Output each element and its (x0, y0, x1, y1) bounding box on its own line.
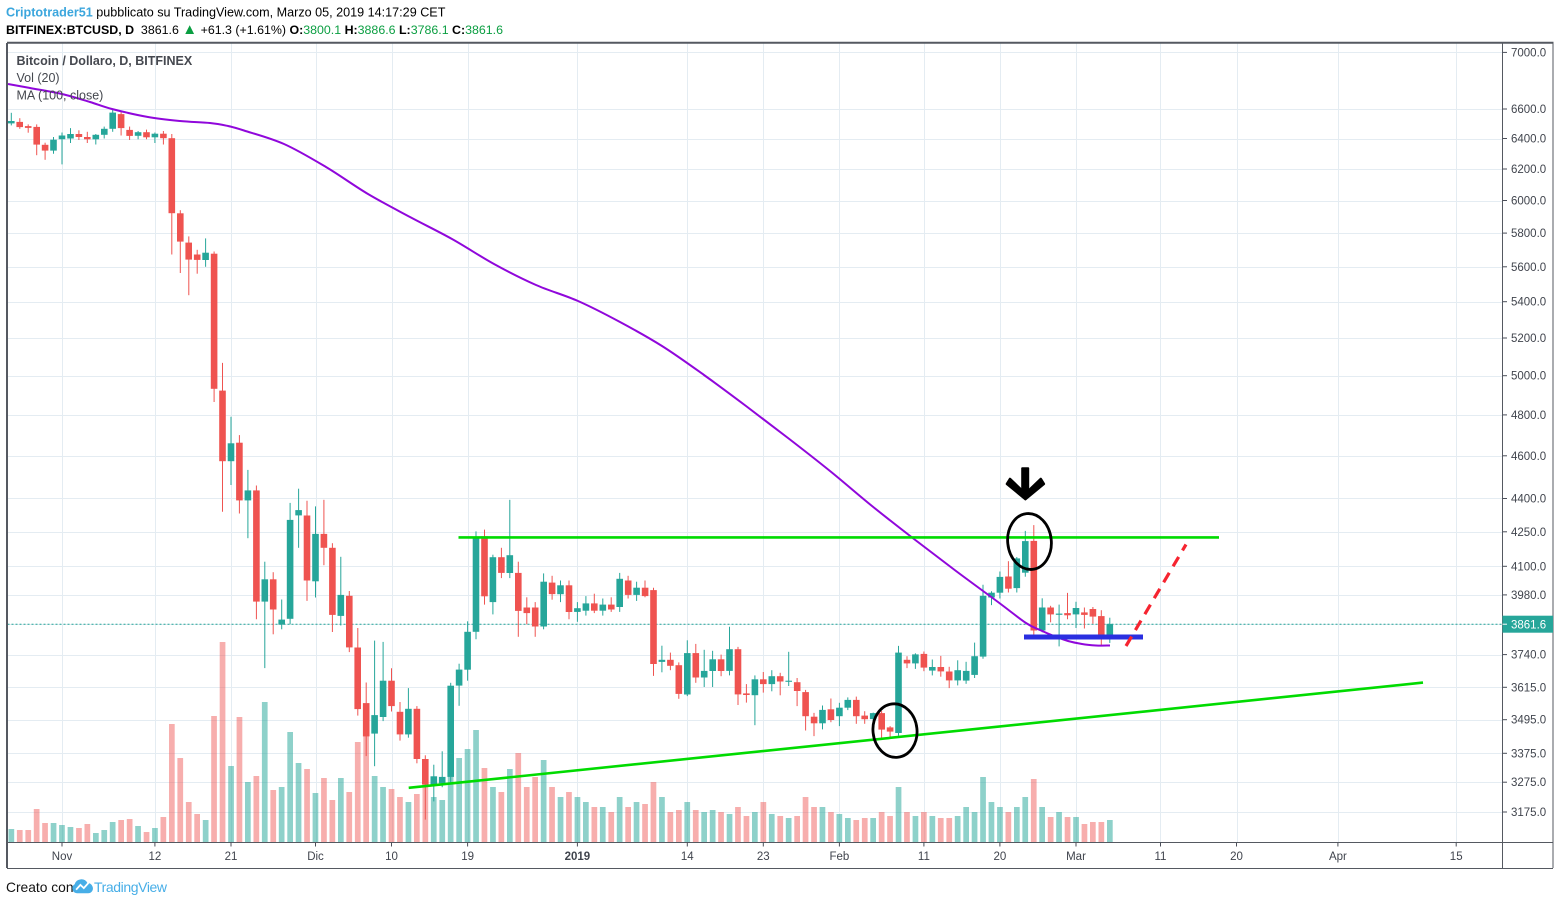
svg-text:11: 11 (1155, 851, 1167, 863)
svg-text:3861.6: 3861.6 (1511, 619, 1546, 631)
svg-text:11: 11 (918, 851, 930, 863)
svg-text:Nov: Nov (52, 851, 73, 863)
svg-text:Mar: Mar (1066, 851, 1086, 863)
svg-text:3740.0: 3740.0 (1511, 650, 1546, 662)
svg-text:12: 12 (149, 851, 162, 863)
svg-text:6400.0: 6400.0 (1511, 134, 1546, 146)
svg-text:TradingView: TradingView (94, 879, 168, 895)
svg-text:3495.0: 3495.0 (1511, 715, 1546, 727)
svg-text:Dic: Dic (307, 851, 324, 863)
svg-text:5200.0: 5200.0 (1511, 333, 1546, 345)
svg-text:2019: 2019 (565, 851, 591, 863)
svg-text:Criptotrader51 pubblicato su T: Criptotrader51 pubblicato su TradingView… (6, 6, 446, 20)
svg-text:4400.0: 4400.0 (1511, 494, 1546, 506)
svg-text:5000.0: 5000.0 (1511, 371, 1546, 383)
svg-text:Bitcoin / Dollaro, D, BITFINEX: Bitcoin / Dollaro, D, BITFINEX (17, 54, 193, 68)
svg-text:3980.0: 3980.0 (1511, 590, 1546, 602)
svg-text:Feb: Feb (829, 851, 849, 863)
svg-text:4250.0: 4250.0 (1511, 527, 1546, 539)
svg-text:20: 20 (994, 851, 1007, 863)
svg-text:5800.0: 5800.0 (1511, 228, 1546, 240)
svg-text:6200.0: 6200.0 (1511, 164, 1546, 176)
svg-text:5400.0: 5400.0 (1511, 297, 1546, 309)
svg-text:BITFINEX:BTCUSD, D 3861.6 ▲ +: BITFINEX:BTCUSD, D 3861.6 ▲ +61.3 (+1.61… (6, 21, 503, 38)
svg-text:20: 20 (1230, 851, 1243, 863)
svg-text:19: 19 (461, 851, 474, 863)
svg-text:4600.0: 4600.0 (1511, 451, 1546, 463)
svg-text:3175.0: 3175.0 (1511, 807, 1546, 819)
svg-text:4100.0: 4100.0 (1511, 561, 1546, 573)
svg-text:23: 23 (757, 851, 770, 863)
svg-text:4800.0: 4800.0 (1511, 410, 1546, 422)
svg-text:3375.0: 3375.0 (1511, 748, 1546, 760)
svg-text:14: 14 (681, 851, 694, 863)
svg-text:6600.0: 6600.0 (1511, 104, 1546, 116)
svg-text:3275.0: 3275.0 (1511, 777, 1546, 789)
svg-text:3615.0: 3615.0 (1511, 682, 1546, 694)
svg-text:MA (100, close): MA (100, close) (17, 89, 104, 103)
svg-text:7000.0: 7000.0 (1511, 47, 1546, 59)
svg-text:Apr: Apr (1329, 851, 1347, 863)
svg-text:6000.0: 6000.0 (1511, 196, 1546, 208)
svg-text:15: 15 (1450, 851, 1463, 863)
svg-text:Creato con: Creato con (6, 880, 74, 895)
svg-text:Vol (20): Vol (20) (17, 71, 60, 85)
svg-text:21: 21 (225, 851, 238, 863)
svg-text:10: 10 (385, 851, 398, 863)
svg-text:5600.0: 5600.0 (1511, 262, 1546, 274)
